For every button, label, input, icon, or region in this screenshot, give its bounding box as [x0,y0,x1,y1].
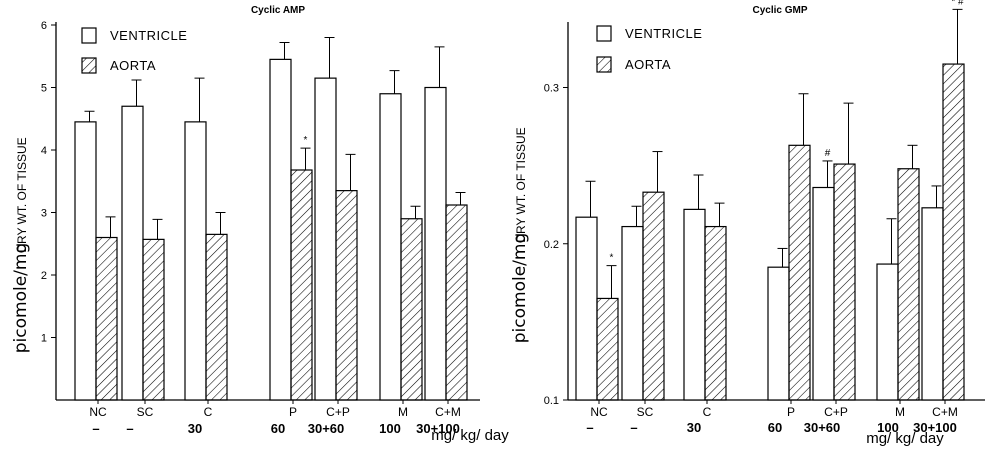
significance-marker: * # [951,0,964,7]
chart-title: Cyclic GMP [752,5,807,16]
significance-marker: * [304,135,308,146]
bar-aorta-p [290,169,313,401]
cyclic-amp-chart: 1 2 3 4 5 6 Cyclic AMP VENTRICLE AORTA picomole/m… [11,5,509,444]
bar-ventricle-c-m [424,86,447,401]
category-label: M [398,405,408,419]
category-label: C [703,405,712,419]
y-tick-label: 4 [41,145,47,157]
bar-aorta-sc [642,191,665,401]
bar-aorta-c-m [942,63,965,401]
legend-swatch-aorta [81,57,97,74]
dose-label: 60 [768,420,782,435]
dose-label: 60 [271,421,285,436]
x-axis-unit-label: mg/ kg/ day [866,430,944,447]
bar-ventricle-p [767,266,790,401]
bar-aorta-m [897,168,920,401]
y-tick-label: 3 [41,208,47,220]
bar-aorta-nc [596,297,619,401]
dose-label: 30 [188,421,202,436]
bar-ventricle-c-p [812,186,835,401]
y-tick-label: 6 [41,20,47,32]
y-tick-label: 0.3 [544,83,559,95]
bar-aorta-c-p [335,190,358,401]
y-axis-label-unit: picomole/mg [11,243,31,353]
bar-aorta-c-m [445,204,468,401]
bar-ventricle-nc [74,121,97,401]
bar-aorta-c [704,225,727,401]
bar-ventricle-nc [575,216,598,401]
dose-label: 30+100 [913,420,957,435]
chart-title: Cyclic AMP [251,5,305,16]
bar-ventricle-sc [121,105,144,401]
legend-swatch-ventricle [596,25,612,42]
legend-swatch-aorta [596,56,612,73]
significance-marker: # [825,148,831,159]
bar-ventricle-c-m [921,207,944,401]
dose-label: – [126,421,133,436]
dose-label: 100 [877,420,899,435]
y-tick-label: 1 [41,333,47,345]
bar-aorta-c [205,233,228,401]
category-label: C+M [932,405,958,419]
bar-aorta-sc [142,238,165,401]
legend-label: AORTA [625,57,671,72]
category-label: SC [137,405,154,419]
category-label: M [895,405,905,419]
bar-ventricle-m [379,93,402,401]
legend-label: AORTA [110,58,156,73]
legend-label: VENTRICLE [110,28,187,43]
y-tick-label: 5 [41,83,47,95]
bar-aorta-m [400,218,423,401]
dose-label: 30+60 [804,420,841,435]
dose-label: – [630,420,637,435]
dose-label: 30+100 [416,421,460,436]
y-axis-label-basis: DRY WT. OF TISSUE [514,127,528,242]
x-axis-unit-label: mg/ kg/ day [431,427,509,444]
dose-label: 100 [379,421,401,436]
category-label: C+P [824,405,848,419]
bar-ventricle-c [683,208,706,401]
y-tick-label: 0.2 [544,239,559,251]
cyclic-gmp-chart: 0.1 0.2 0.3 Cyclic GMP VENTRICLE AORTA picomol… [510,0,985,447]
y-axis-label-unit: picomole/mg [510,233,530,343]
legend-swatch-ventricle [81,27,97,44]
bar-aorta-nc [95,236,118,401]
bar-ventricle-sc [621,225,644,401]
dose-label: – [92,421,99,436]
bar-ventricle-p [269,58,292,401]
dose-label: – [586,420,593,435]
dose-label: 30+60 [308,421,345,436]
significance-marker: * [610,253,614,264]
bar-ventricle-m [876,263,899,401]
bar-ventricle-c [184,121,207,401]
bar-aorta-p [788,144,811,401]
category-label: NC [590,405,608,419]
category-label: C+M [435,405,461,419]
category-label: C+P [326,405,350,419]
category-label: C [204,405,213,419]
category-label: P [787,405,795,419]
category-label: P [289,405,297,419]
category-label: NC [89,405,107,419]
y-tick-label: 0.1 [544,395,559,407]
bar-ventricle-c-p [314,77,337,401]
category-label: SC [637,405,654,419]
legend-label: VENTRICLE [625,26,702,41]
y-axis-label-basis: DRY WT. OF TISSUE [15,137,29,252]
y-tick-label: 2 [41,270,47,282]
dose-label: 30 [687,420,701,435]
bar-aorta-c-p [833,163,856,401]
